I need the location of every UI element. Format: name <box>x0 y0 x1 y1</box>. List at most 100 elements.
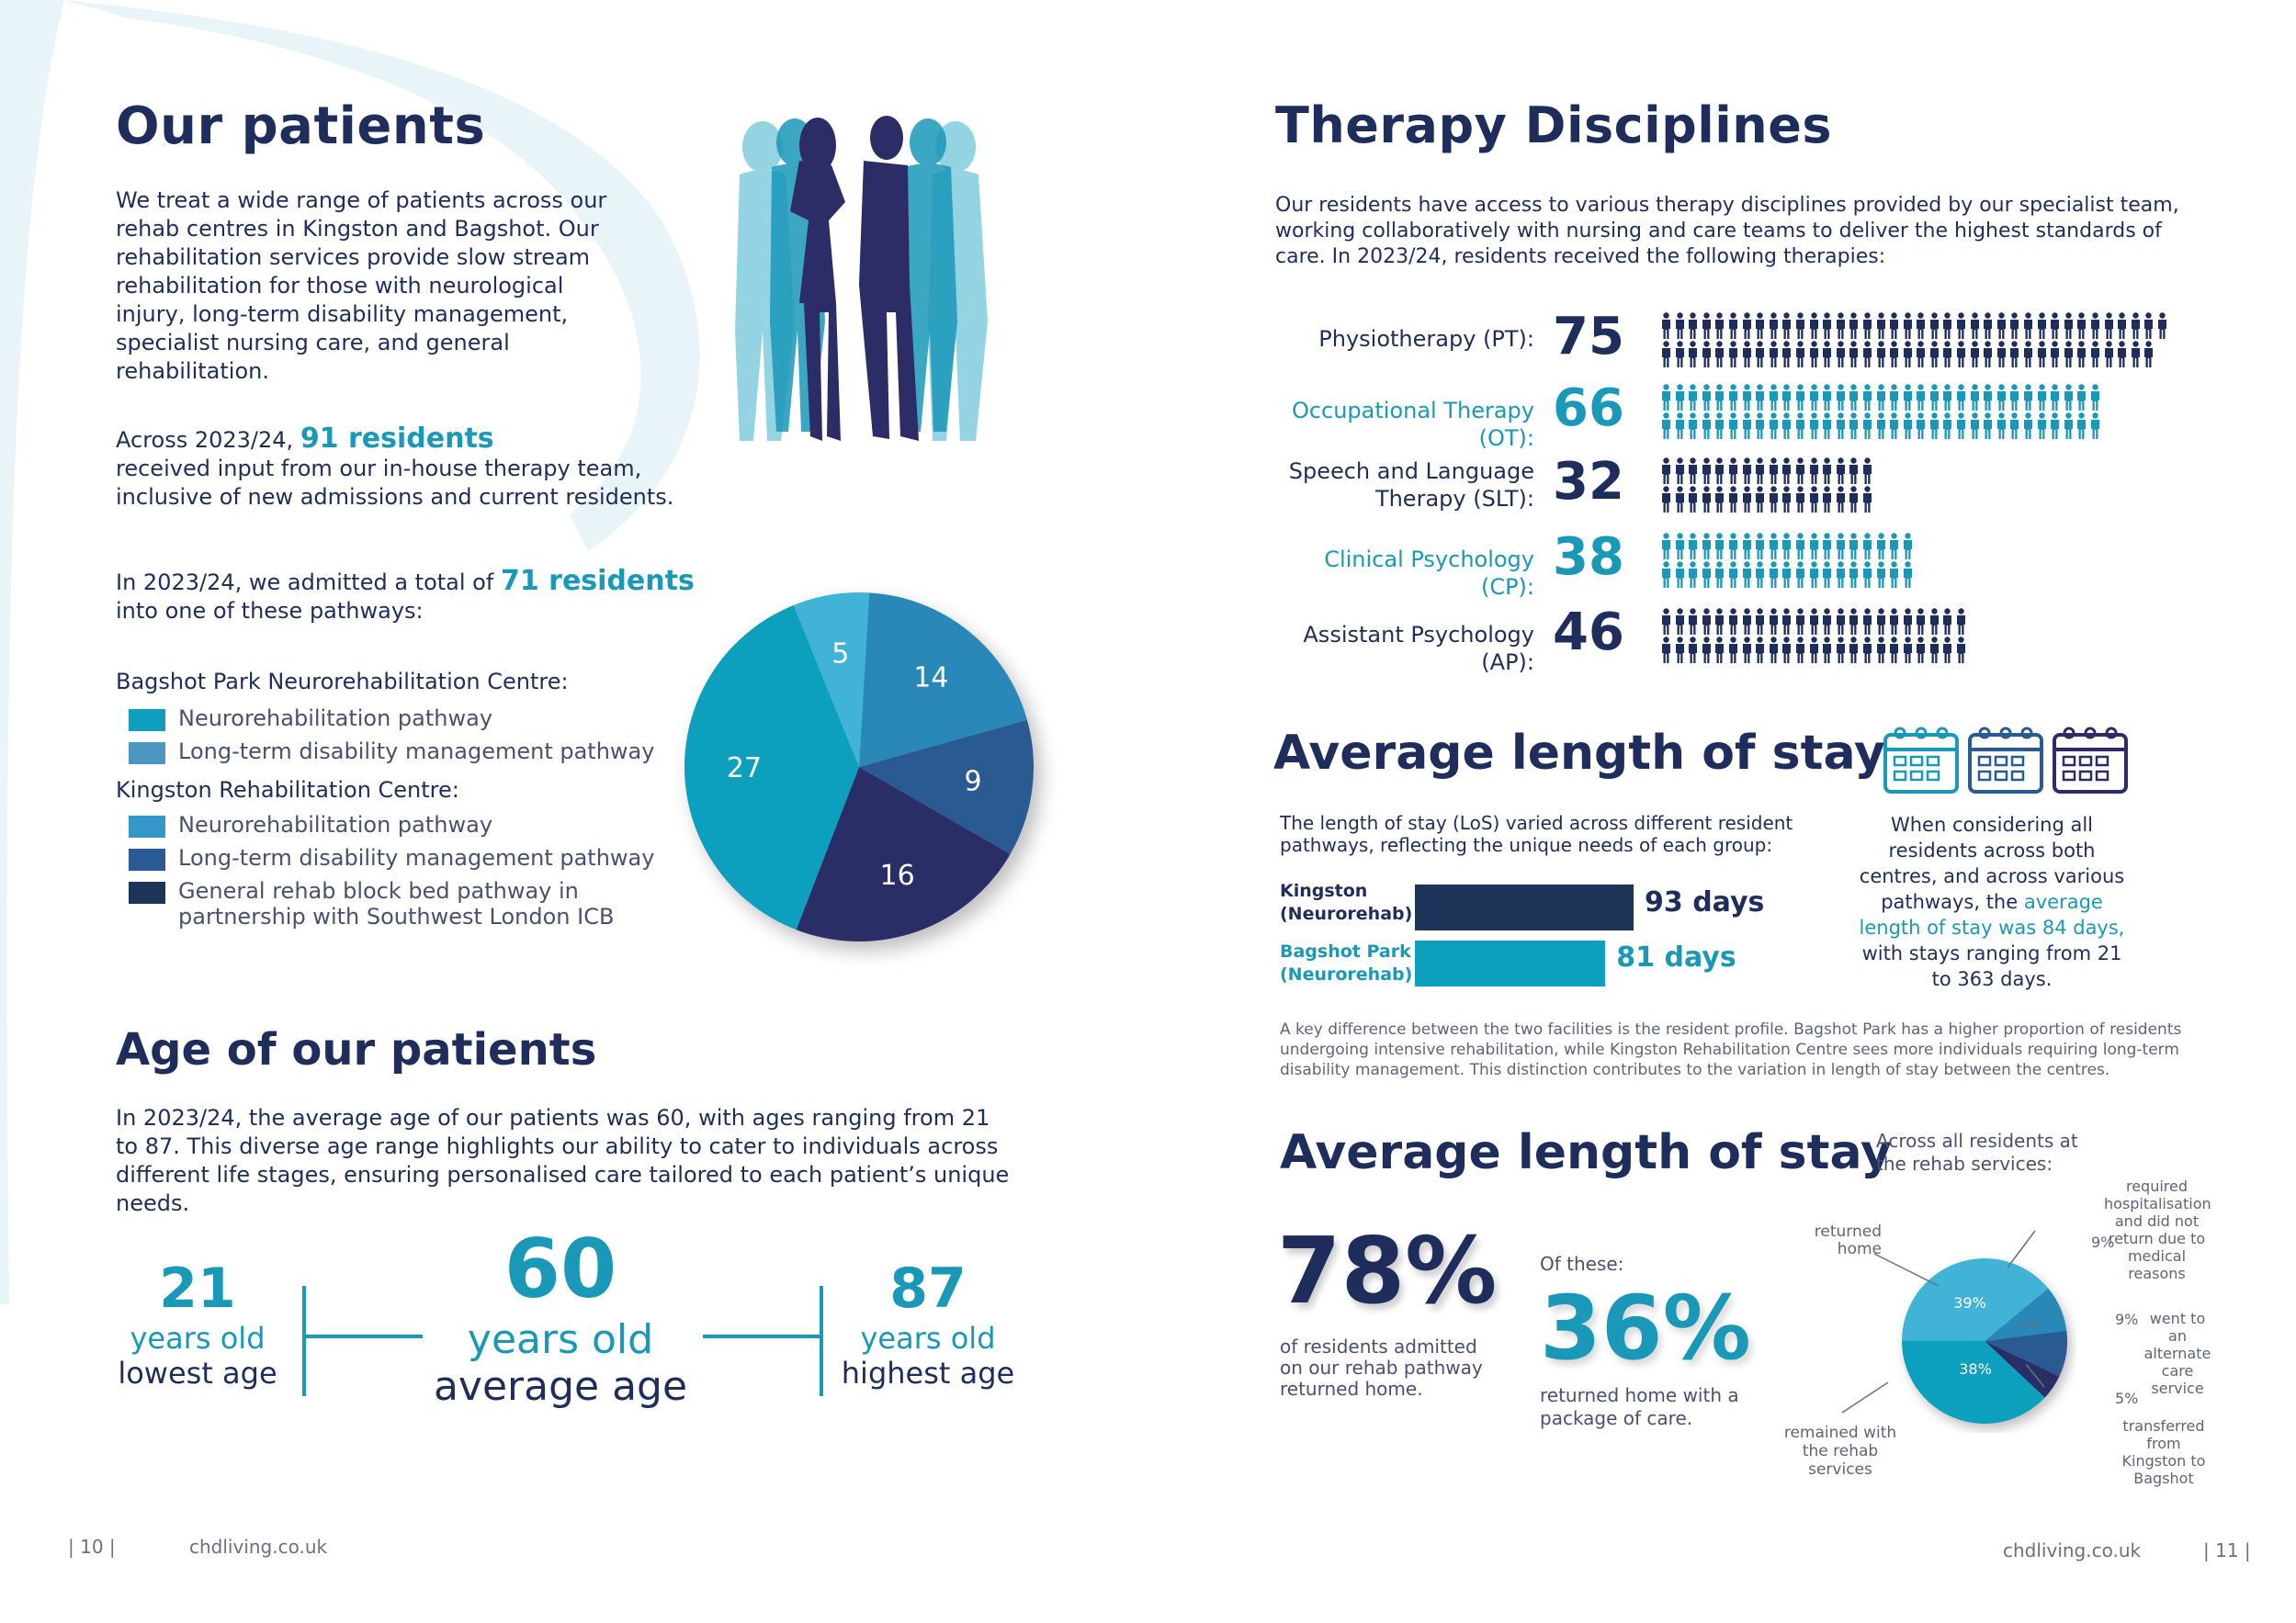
person-icon <box>1849 637 1859 663</box>
person-icon <box>1742 561 1751 588</box>
person-icon <box>1728 561 1737 588</box>
legend-item: Long-term disability management pathway <box>129 845 704 871</box>
person-icon <box>1862 608 1872 635</box>
average-age-label: average age <box>433 1363 688 1410</box>
person-icon <box>2091 312 2099 339</box>
person-icon <box>1795 312 1804 339</box>
person-icon <box>1917 341 1926 367</box>
pie-slice <box>684 604 859 930</box>
person-icon <box>2131 341 2140 367</box>
person-icon <box>1702 637 1711 663</box>
admitted-suffix: into one of these pathways: <box>116 598 424 624</box>
person-icon <box>1890 384 1899 411</box>
website-link-right[interactable]: chdliving.co.uk <box>2003 1539 2142 1561</box>
person-icon <box>1662 312 1670 339</box>
los-value-bagshot: 81 days <box>1616 941 1736 974</box>
person-icon <box>2091 412 2099 439</box>
person-icon <box>2037 341 2046 367</box>
person-icon <box>1809 384 1818 411</box>
person-icon <box>1903 312 1912 339</box>
person-icon <box>1943 608 1952 635</box>
person-icon <box>1728 341 1737 367</box>
los-bar-label-bagshot: Bagshot Park (Neurorehab) <box>1280 941 1413 985</box>
person-icon <box>1715 312 1725 339</box>
pie-value-label: 27 <box>727 752 762 784</box>
person-icon <box>1957 412 1966 439</box>
person-icon <box>1996 412 2006 439</box>
therapy-title: Therapy Disciplines <box>1275 96 1833 154</box>
person-icon <box>1795 457 1804 484</box>
person-icon <box>1809 341 1818 367</box>
pie-label-remained: remained with the rehab services <box>1783 1424 1897 1479</box>
person-icon <box>1929 412 1939 439</box>
pie-leader-lines <box>1841 1230 2045 1414</box>
person-icon <box>2144 341 2154 367</box>
person-icon <box>1862 457 1872 484</box>
lowest-age-number: 21 <box>159 1257 236 1321</box>
page-number-right: | 11 | <box>2203 1539 2251 1561</box>
person-icon <box>1728 384 1737 411</box>
person-icon <box>1689 341 1698 367</box>
person-icon <box>1903 637 1912 663</box>
person-icon <box>1742 637 1751 663</box>
person-icon <box>1795 341 1804 367</box>
person-icon <box>1689 637 1698 663</box>
highest-age-number: 87 <box>889 1257 967 1321</box>
person-icon <box>1862 561 1872 588</box>
person-icon <box>1917 312 1926 339</box>
person-icon <box>1662 486 1670 513</box>
person-icon <box>2077 384 2087 411</box>
person-icon <box>1742 384 1751 411</box>
person-icon <box>1728 533 1737 559</box>
person-icon <box>1876 412 1885 439</box>
person-icon <box>1862 341 1872 367</box>
person-icon <box>1689 412 1698 439</box>
person-icon <box>1756 608 1765 635</box>
pie-label-transfer: transferred from Kingston to Bagshot <box>2121 1417 2206 1487</box>
los-summary-post: with stays ranging from 21 to 363 days. <box>1861 942 2122 990</box>
person-icon <box>1662 561 1670 588</box>
pathway-pie-chart: 5 14 9 16 27 <box>684 592 1034 941</box>
pie-label-alternate: went to an alternate care service <box>2143 1310 2211 1397</box>
person-icon <box>1984 384 1993 411</box>
outcome-title: Average length of stay <box>1280 1125 1892 1180</box>
person-icon <box>1809 561 1818 588</box>
legend-item: Long-term disability management pathway <box>129 738 704 764</box>
person-icon <box>1929 637 1939 663</box>
therapy-count: 46 <box>1553 603 1624 662</box>
person-icon <box>1862 486 1872 513</box>
person-icon <box>1715 533 1725 559</box>
legend-label: Neurorehabilitation pathway <box>178 812 493 838</box>
person-icon <box>1876 637 1885 663</box>
therapy-label: Speech and Language Therapy (SLT): <box>1288 458 1534 512</box>
person-icon <box>1917 608 1926 635</box>
person-icon <box>1836 637 1845 663</box>
person-icon <box>1903 608 1912 635</box>
person-icon <box>1890 561 1899 588</box>
person-icon <box>1890 341 1899 367</box>
person-icon <box>1795 608 1804 635</box>
person-icon <box>1903 412 1912 439</box>
person-icon <box>1876 312 1885 339</box>
page-title: Our patients <box>116 96 486 156</box>
website-link-left[interactable]: chdliving.co.uk <box>189 1536 328 1558</box>
person-icon <box>1675 561 1684 588</box>
person-icon <box>1943 384 1952 411</box>
person-icon <box>1836 384 1845 411</box>
lowest-age-unit: years old <box>130 1321 266 1356</box>
package-of-care-text: returned home with a package of care. <box>1540 1384 1739 1429</box>
person-icon <box>2064 341 2073 367</box>
intro-paragraph: We treat a wide range of patients across… <box>116 187 607 384</box>
person-icon <box>1756 384 1765 411</box>
person-icon <box>1742 486 1751 513</box>
person-icon <box>1742 533 1751 559</box>
person-icon <box>1836 533 1845 559</box>
pie-value-label: 5 <box>831 638 849 671</box>
person-icon <box>1862 533 1872 559</box>
age-range-connector-left <box>302 1286 423 1396</box>
person-icon <box>2077 412 2087 439</box>
residents-highlight: 91 residents <box>300 423 494 455</box>
person-icon <box>1756 486 1765 513</box>
person-icon <box>1662 341 1670 367</box>
person-icon <box>1984 341 1993 367</box>
